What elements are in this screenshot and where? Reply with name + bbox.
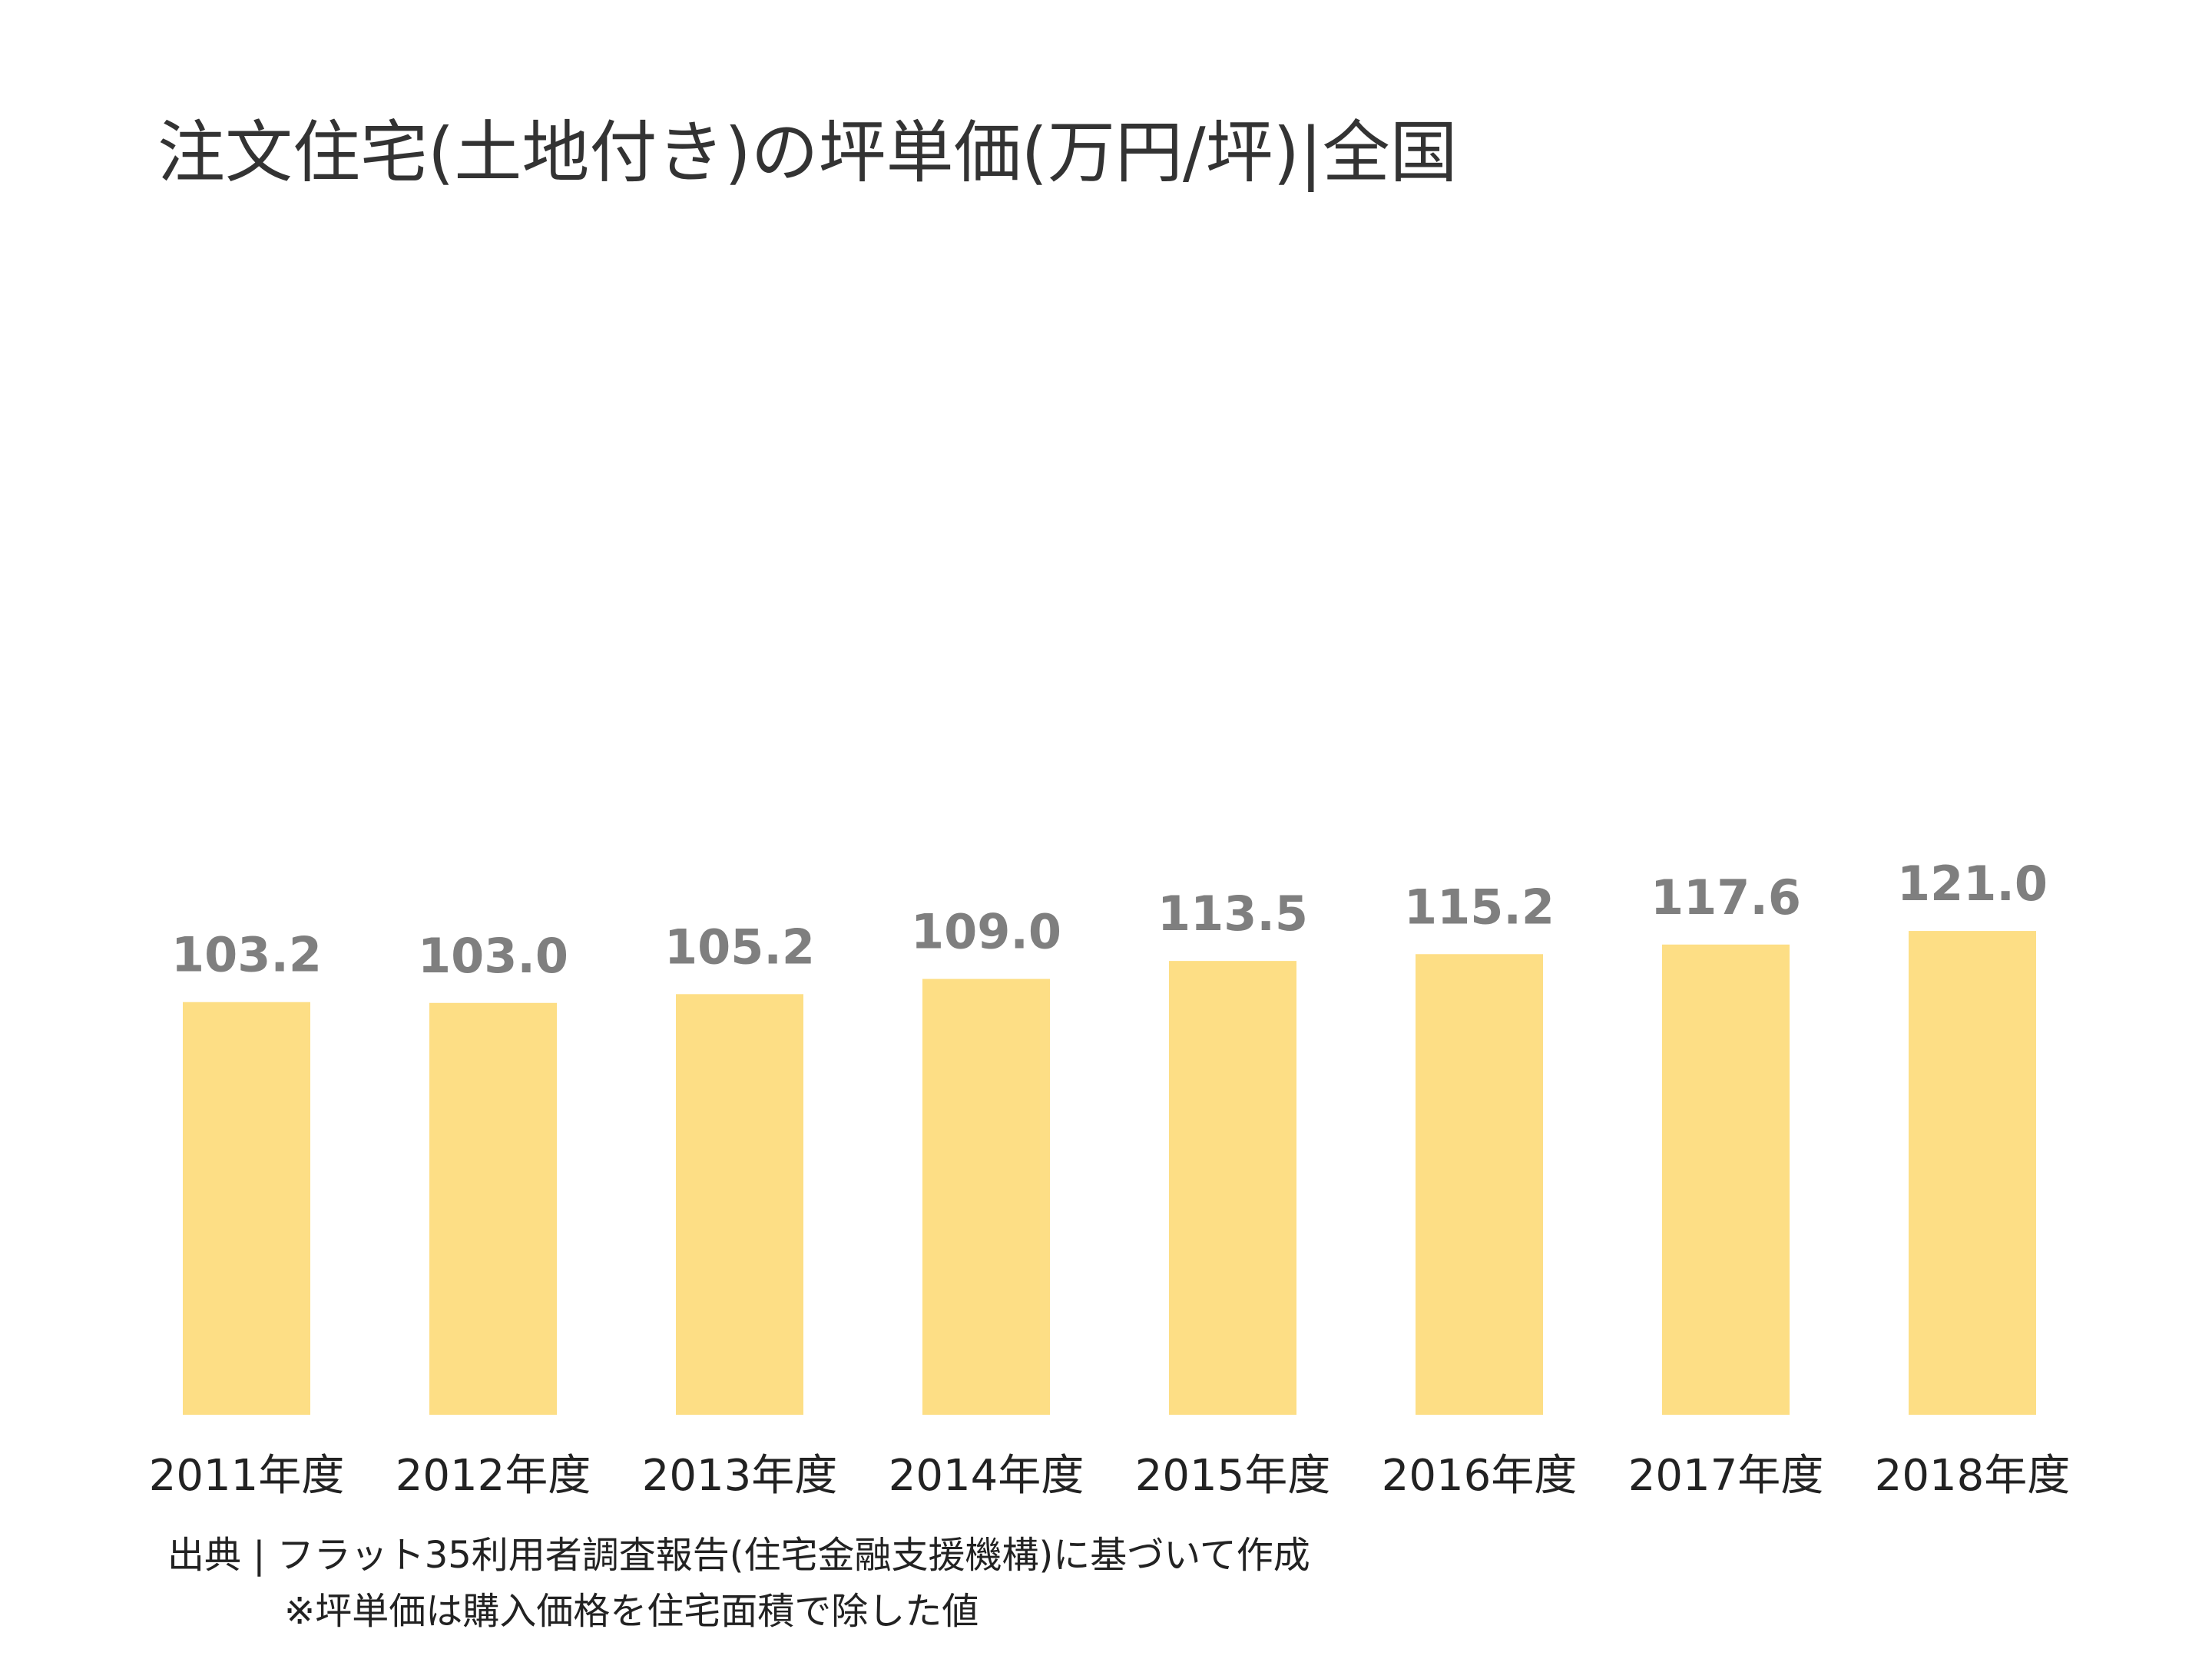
category-label: 2017年度 <box>1628 1451 1824 1501</box>
value-label: 105.2 <box>664 919 815 975</box>
bar-2017年度 <box>1662 944 1790 1415</box>
value-label: 103.2 <box>171 927 322 983</box>
bar-2014年度 <box>922 979 1050 1415</box>
bar-2011年度 <box>183 1002 310 1415</box>
footnote: ※坪単価は購入価格を住宅面積で除した値 <box>284 1590 979 1633</box>
chart-title: 注文住宅(土地付き)の坪単価(万円/坪)|全国 <box>157 113 1458 192</box>
category-label: 2018年度 <box>1875 1451 2071 1501</box>
category-label: 2011年度 <box>149 1451 345 1501</box>
value-label: 121.0 <box>1897 856 2048 912</box>
category-label: 2012年度 <box>396 1451 591 1501</box>
bar-2018年度 <box>1909 931 2036 1415</box>
bar-2012年度 <box>429 1002 557 1415</box>
source-note: 出典 | フラット35利用者調査報告(住宅金融支援機構)に基づいて作成 <box>167 1534 1310 1577</box>
value-label: 109.0 <box>911 904 1061 960</box>
category-label: 2014年度 <box>889 1451 1084 1501</box>
value-label: 103.0 <box>418 928 568 984</box>
value-label: 113.5 <box>1157 886 1308 942</box>
bar-2015年度 <box>1169 961 1296 1415</box>
category-label: 2015年度 <box>1135 1451 1331 1501</box>
bar-2016年度 <box>1416 954 1543 1415</box>
bar-2013年度 <box>676 994 803 1415</box>
value-label: 117.6 <box>1651 869 1801 926</box>
category-label: 2013年度 <box>642 1451 838 1501</box>
value-label: 115.2 <box>1404 879 1555 935</box>
category-label: 2016年度 <box>1382 1451 1578 1501</box>
